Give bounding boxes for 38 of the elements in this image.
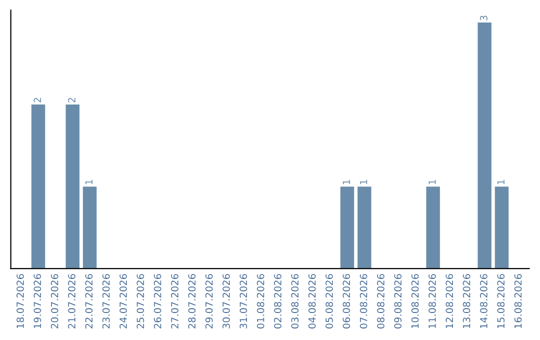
- x-tick-label: 02.08.2026: [274, 274, 282, 328]
- x-tick-label: 31.07.2026: [240, 274, 248, 328]
- x-tick-label: 12.08.2026: [446, 274, 454, 328]
- x-tick-label: 13.08.2026: [462, 274, 470, 328]
- data-label: 1: [360, 180, 368, 184]
- x-tick-label: 03.08.2026: [291, 274, 299, 328]
- x-tick-label: 28.07.2026: [188, 274, 196, 328]
- x-tick-label: 25.07.2026: [136, 274, 144, 328]
- data-label: 3: [480, 16, 488, 20]
- data-label: 2: [68, 98, 76, 102]
- x-tick-label: 05.08.2026: [326, 274, 333, 328]
- x-tick-label: 10.08.2026: [411, 274, 419, 328]
- x-tick-label: 16.08.2026: [514, 274, 522, 328]
- x-tick-label: 20.07.2026: [50, 274, 58, 328]
- x-tick-label: 26.07.2026: [154, 274, 162, 328]
- x-tick-label: 21.07.2026: [68, 274, 76, 328]
- data-label: 1: [497, 180, 504, 184]
- x-tick-label: 07.08.2026: [360, 274, 368, 328]
- x-tick-label: 14.08.2026: [480, 274, 488, 328]
- x-tick-label: 08.08.2026: [377, 274, 384, 328]
- x-tick-label: 29.07.2026: [205, 274, 213, 328]
- x-tick-label: 19.07.2026: [34, 274, 42, 328]
- x-tick-label: 30.07.2026: [222, 274, 230, 328]
- x-tick-label: 11.08.2026: [428, 274, 436, 328]
- x-tick-label: 06.08.2026: [342, 274, 350, 328]
- x-tick-label: 23.07.2026: [102, 274, 110, 328]
- data-label: 1: [342, 180, 350, 184]
- x-tick-label: 04.08.2026: [308, 274, 316, 328]
- x-tick-label: 15.08.2026: [497, 274, 505, 328]
- x-tick-label: 24.07.2026: [120, 274, 127, 328]
- x-tick-label: 09.08.2026: [394, 274, 402, 328]
- data-label: 1: [85, 180, 92, 184]
- data-label: 2: [34, 98, 41, 102]
- x-tick-label: 22.07.2026: [85, 274, 93, 328]
- data-label: 1: [428, 180, 436, 184]
- x-tick-label: 18.07.2026: [16, 274, 24, 328]
- x-tick-label: 01.08.2026: [256, 274, 264, 328]
- x-tick-label: 27.07.2026: [171, 274, 178, 328]
